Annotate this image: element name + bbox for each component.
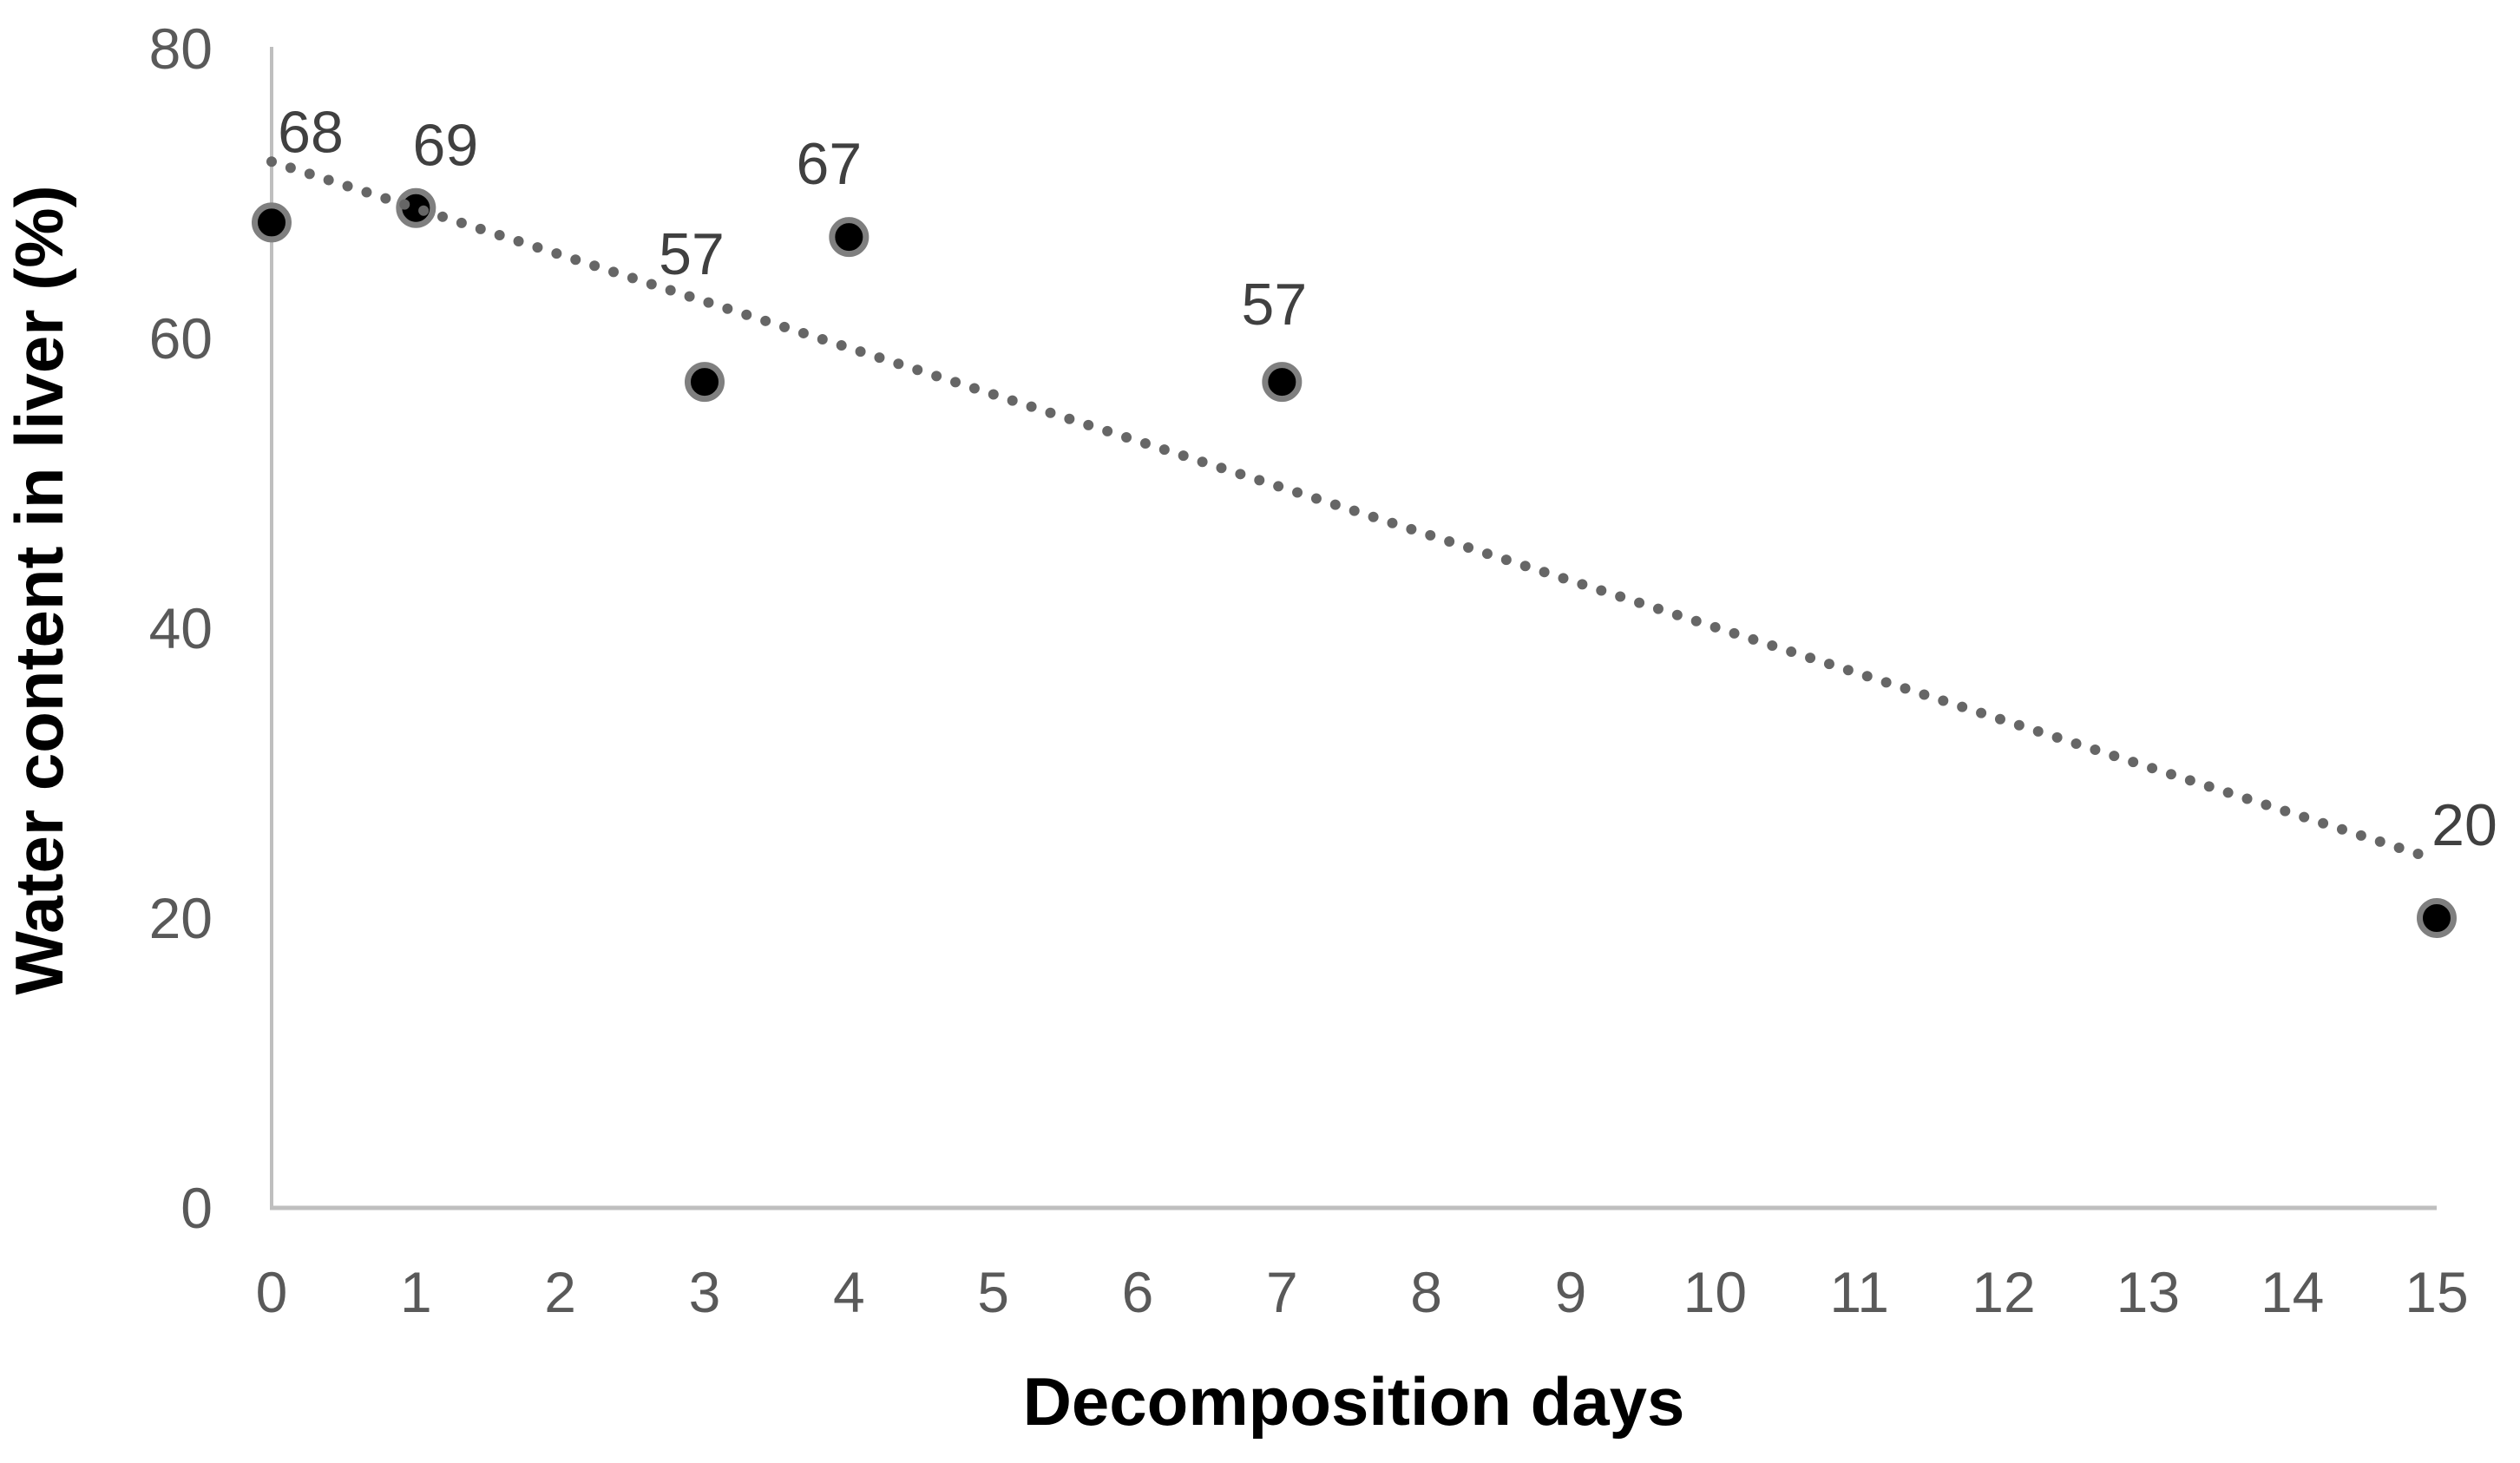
data-point-label: 20 [2431,792,2497,858]
data-point-label: 68 [278,99,344,165]
x-tick-label: 14 [2261,1260,2324,1324]
data-point-label: 67 [797,131,863,197]
data-point-marker [252,202,292,243]
data-point-label: 69 [413,113,479,179]
data-point-labels: 68 69 57 67 57 20 [278,99,2497,858]
y-tick-label: 0 [180,1176,213,1240]
x-tick-label: 4 [833,1260,865,1324]
data-point-label: 57 [1242,272,1308,338]
x-tick-label: 5 [977,1260,1009,1324]
x-axis-title: Decomposition days [1023,1363,1685,1440]
y-tick-label: 20 [149,886,213,950]
x-tick-label: 13 [2116,1260,2180,1324]
data-point-marker [829,217,870,258]
x-axis-tick-labels: 0 1 2 3 4 5 6 7 8 9 10 11 12 13 14 15 [256,1260,2469,1324]
x-tick-label: 0 [256,1260,288,1324]
data-point-marker [685,362,725,403]
trendline-layer [266,156,2425,860]
data-point-marker [2417,898,2457,938]
x-tick-label: 10 [1683,1260,1747,1324]
x-tick-label: 8 [1410,1260,1442,1324]
x-tick-label: 15 [2405,1260,2468,1324]
x-tick-label: 2 [544,1260,576,1324]
x-tick-label: 3 [689,1260,721,1324]
y-tick-label: 40 [149,596,213,660]
x-tick-label: 7 [1266,1260,1298,1324]
x-tick-label: 11 [1829,1260,1889,1324]
x-tick-label: 6 [1122,1260,1154,1324]
trendline [266,156,2425,860]
x-tick-label: 12 [1972,1260,2035,1324]
data-points [252,187,2457,938]
y-axis-title: Water content in liver (%) [1,185,77,994]
y-tick-label: 60 [149,306,213,371]
data-point-marker [396,187,436,228]
y-axis-tick-labels: 0 20 40 60 80 [149,16,213,1240]
axes [270,47,2437,1210]
data-point-marker [1262,362,1303,403]
data-point-label: 57 [659,221,725,287]
x-tick-label: 1 [400,1260,432,1324]
x-tick-label: 9 [1555,1260,1587,1324]
y-tick-label: 80 [149,16,213,81]
